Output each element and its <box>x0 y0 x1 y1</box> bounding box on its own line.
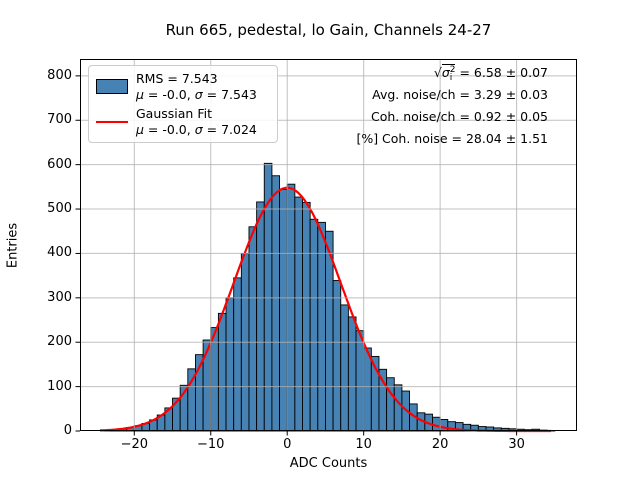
histogram-bar <box>271 175 281 432</box>
x-tick-label: 20 <box>431 437 449 452</box>
mu-symbol: μ <box>136 121 144 137</box>
histogram-bar <box>210 327 219 432</box>
histogram-bar <box>256 201 265 432</box>
stat-avg-noise: Avg. noise/ch = 3.29 ± 0.03 <box>372 87 548 102</box>
sigma-symbol: σ <box>194 121 203 137</box>
stats-annotations: √σ 2 i = 6.58 ± 0.07 Avg. noise/ch = 3.29 … <box>288 62 548 150</box>
histogram-bar <box>217 312 227 432</box>
mu-symbol: μ <box>136 86 144 102</box>
histogram-bar <box>363 347 372 432</box>
histogram-bar <box>347 316 357 432</box>
y-tick-label: 300 <box>47 289 72 305</box>
x-tick-label: −10 <box>197 437 225 452</box>
histogram-bar <box>286 183 296 432</box>
y-tick-label: 800 <box>47 67 72 83</box>
sqrt-symbol: √ <box>433 65 442 80</box>
legend: RMS = 7.543 μ = -0.0, σ = 7.543 Gaussian… <box>88 65 278 143</box>
y-axis-label: Entries <box>5 222 21 269</box>
histogram-bar <box>294 196 303 432</box>
y-tick-label: 400 <box>47 245 72 261</box>
legend-swatch-fit <box>96 120 128 123</box>
stat-coh-noise: Coh. noise/ch = 0.92 ± 0.05 <box>370 109 548 124</box>
y-tick-label: 100 <box>47 378 72 394</box>
histogram-bar <box>332 280 342 432</box>
x-tick-label: 0 <box>283 437 292 452</box>
x-tick-label: 10 <box>355 437 372 452</box>
x-tick-label: −20 <box>120 437 148 452</box>
histogram-bar <box>302 201 311 432</box>
legend-swatch-histogram <box>96 79 128 94</box>
sigma-symbol: σ <box>194 86 203 102</box>
legend-entry-histogram: RMS = 7.543 μ = -0.0, σ = 7.543 <box>96 71 270 102</box>
fit-line-icon <box>96 120 128 123</box>
histogram-bar <box>386 377 395 432</box>
y-tick-label: 600 <box>47 156 72 172</box>
axes-spines <box>80 59 577 431</box>
legend-hist-line1: RMS = 7.543 <box>136 71 218 86</box>
x-tick-label: 30 <box>508 437 525 452</box>
legend-fit-line1: Gaussian Fit <box>136 106 212 121</box>
histogram-bar <box>340 304 349 432</box>
y-tick-label: 700 <box>47 112 72 128</box>
histogram-bar <box>248 226 258 432</box>
legend-entry-fit: Gaussian Fit μ = -0.0, σ = 7.024 <box>96 106 270 137</box>
stat-coh-noise-pct: [%] Coh. noise = 28.04 ± 1.51 <box>356 131 548 146</box>
histogram-bar <box>355 330 365 432</box>
histogram-bar <box>225 297 235 432</box>
y-tick-label: 500 <box>47 201 72 217</box>
y-tick-label: 0 <box>63 423 72 438</box>
histogram-patch-icon <box>96 79 128 94</box>
x-axis-label: ADC Counts <box>289 456 368 471</box>
plot-area <box>75 59 577 436</box>
sigma-symbol: σ <box>441 65 450 80</box>
histogram-bar <box>233 277 242 432</box>
chart-title: Run 665, pedestal, lo Gain, Channels 24-… <box>165 21 492 39</box>
histogram-bar <box>393 384 403 432</box>
histogram-bar <box>279 189 288 432</box>
histogram-bar <box>439 419 449 432</box>
histogram-bar <box>309 218 319 432</box>
y-tick-label: 200 <box>47 334 72 350</box>
stat-sqrt-sigma: √σ 2 i = 6.58 ± 0.07 <box>433 64 548 84</box>
